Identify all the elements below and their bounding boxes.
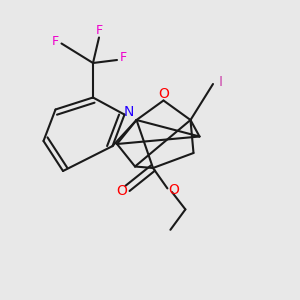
Text: N: N: [124, 105, 134, 119]
Text: O: O: [116, 184, 127, 198]
Text: F: F: [120, 51, 127, 64]
Text: O: O: [158, 88, 169, 101]
Text: O: O: [168, 183, 179, 197]
Text: F: F: [95, 24, 103, 38]
Text: I: I: [218, 76, 223, 89]
Text: F: F: [51, 34, 58, 48]
